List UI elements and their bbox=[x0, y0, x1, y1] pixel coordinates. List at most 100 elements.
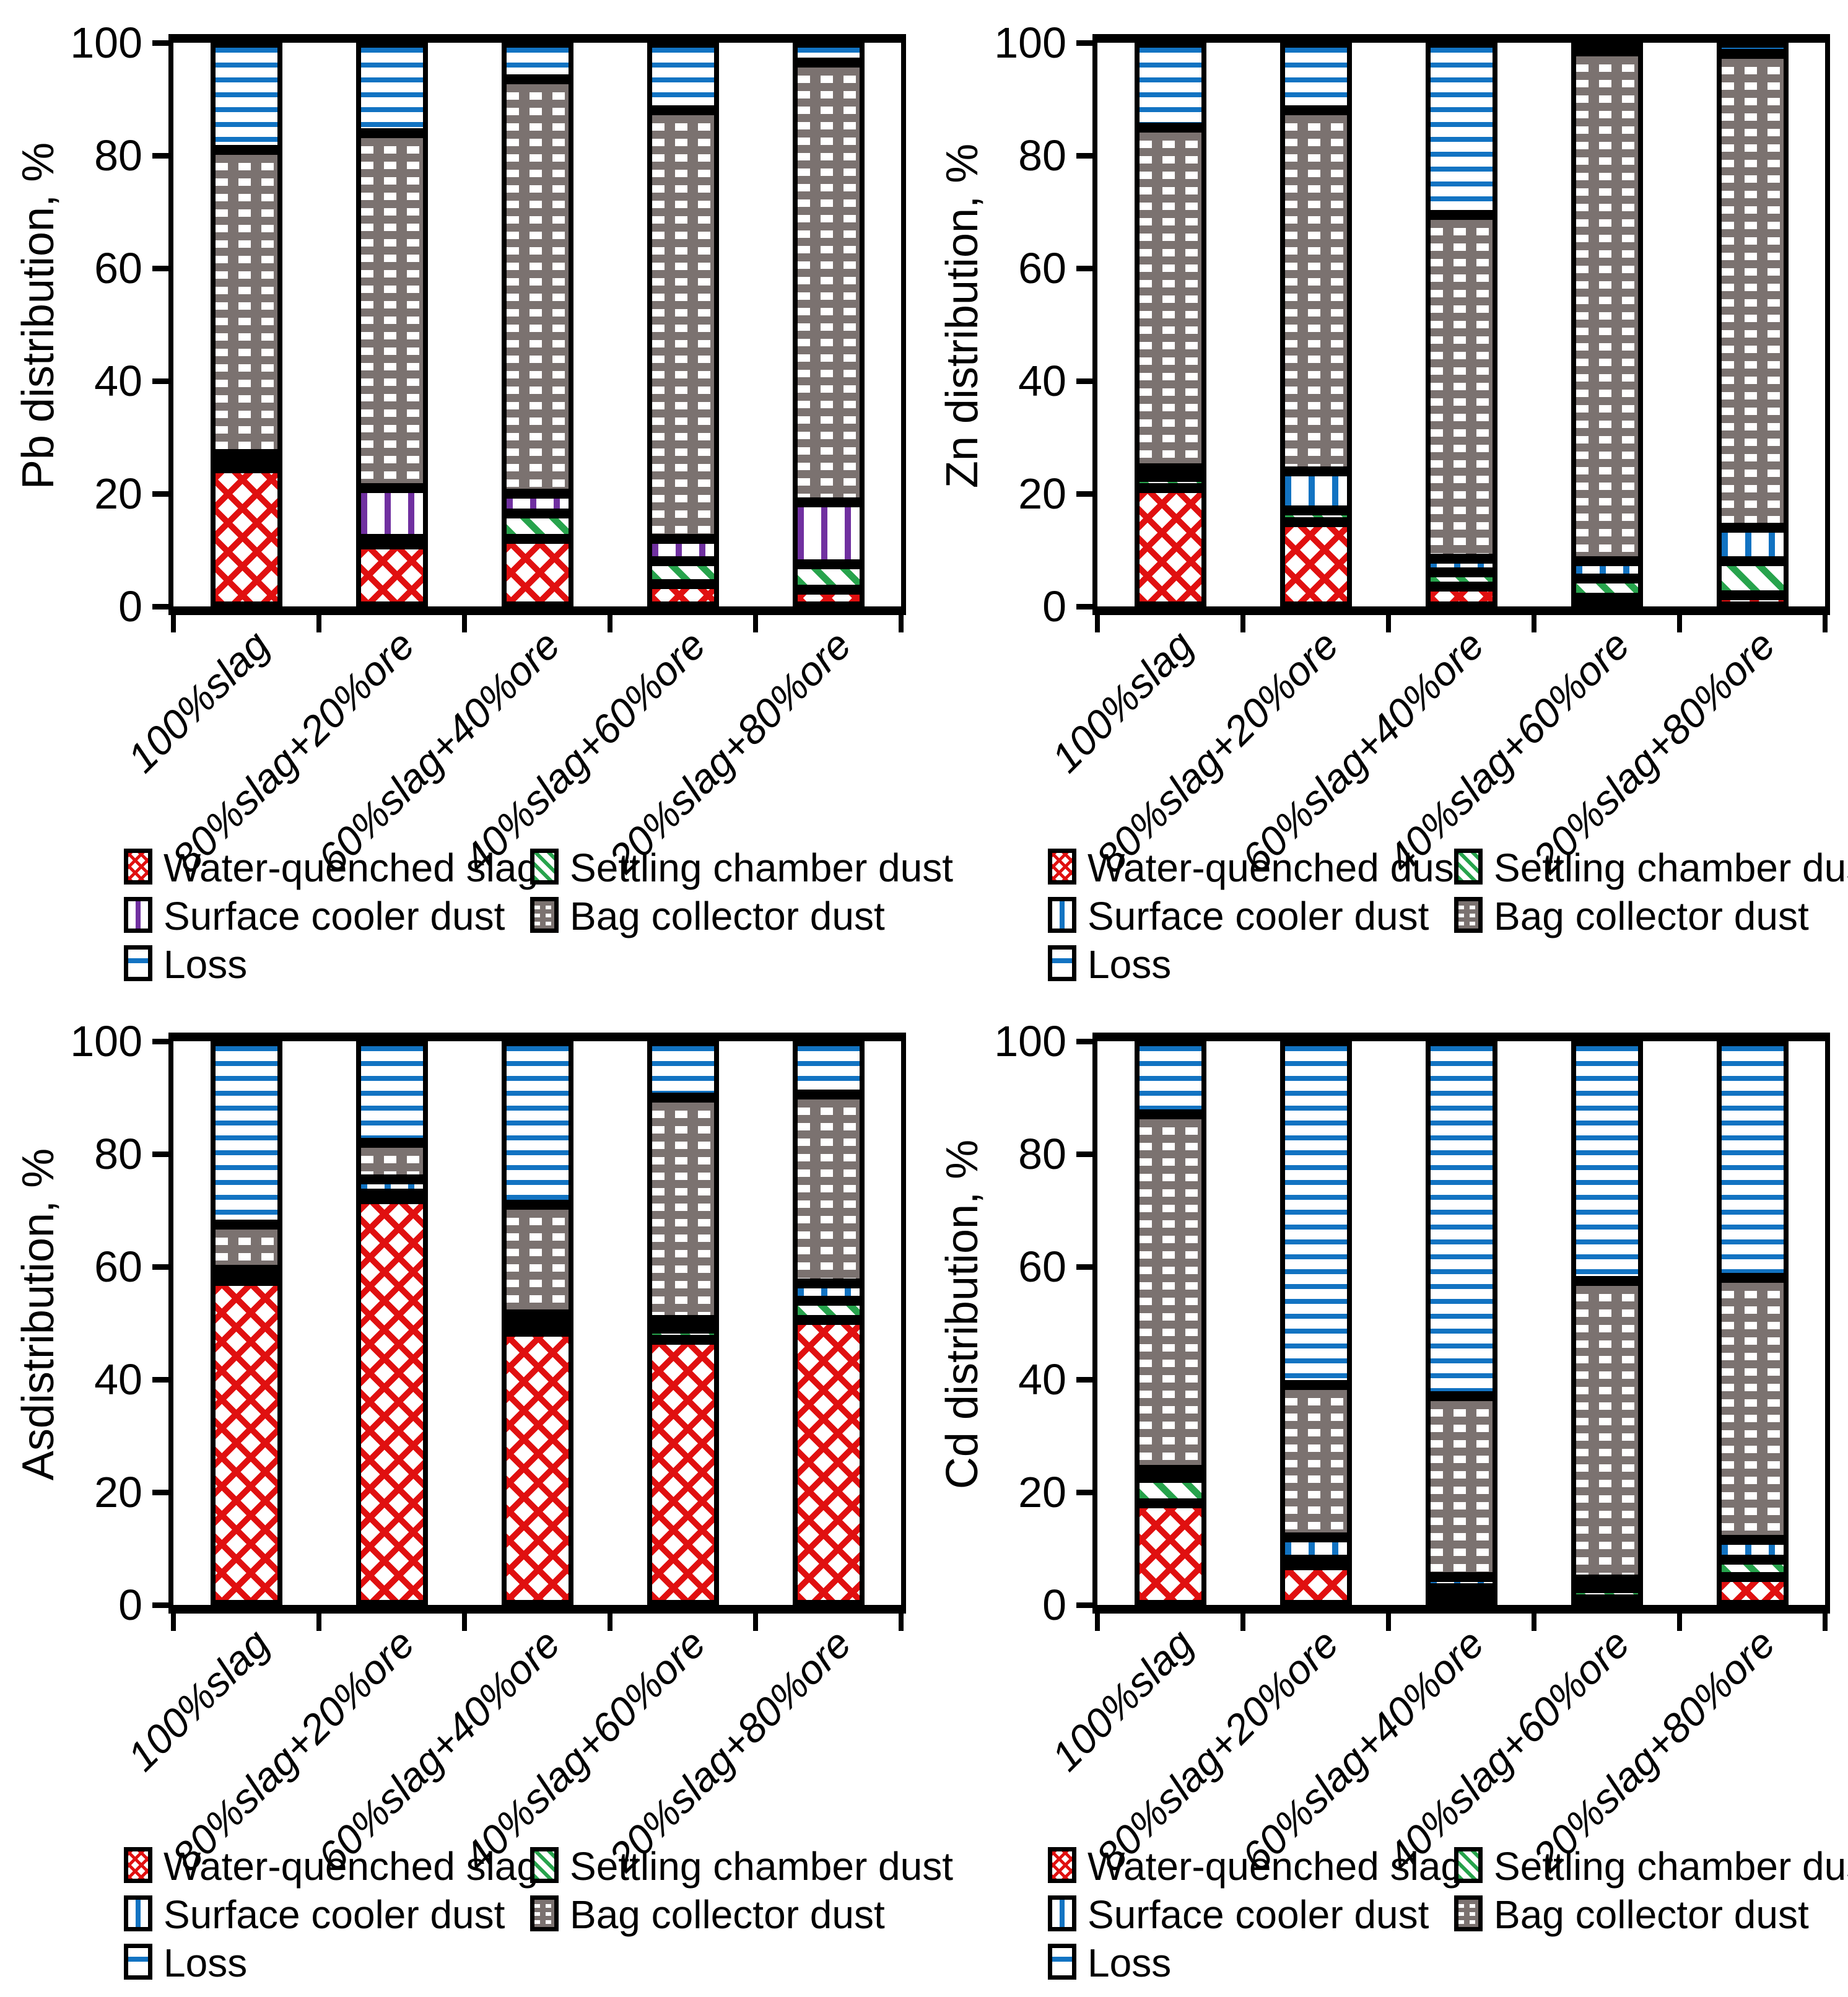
bar-segment-loss bbox=[1279, 1041, 1352, 1386]
stacked-bar bbox=[355, 1041, 428, 1605]
plot-area bbox=[1092, 1033, 1830, 1614]
y-tick-label: 20 bbox=[1018, 470, 1066, 518]
bar-segment-water bbox=[210, 468, 282, 606]
bar-segment-surface bbox=[647, 538, 719, 562]
bar-segment-settling bbox=[1425, 572, 1497, 587]
y-tick-label: 0 bbox=[1042, 1581, 1066, 1629]
x-category-label: 20%slag+80%ore bbox=[599, 1620, 860, 1881]
legend-label: Loss bbox=[163, 1941, 248, 1985]
x-tick-mark bbox=[1240, 1614, 1245, 1631]
bar-segment-water bbox=[1279, 1565, 1352, 1605]
bar-segment-surface bbox=[1571, 561, 1643, 579]
y-tick-label: 100 bbox=[994, 1017, 1066, 1065]
stacked-bar bbox=[501, 43, 573, 606]
x-tick-mark bbox=[1823, 615, 1828, 632]
bar-segment-surface bbox=[210, 452, 282, 463]
y-tick-mark bbox=[152, 604, 168, 610]
bar-segment-settling bbox=[647, 561, 719, 584]
bar-segment-loss bbox=[501, 43, 573, 80]
x-category-label: 80%slag+20%ore bbox=[163, 1620, 424, 1881]
bar-segment-bag bbox=[792, 62, 865, 502]
y-tick-label: 60 bbox=[1018, 1243, 1066, 1291]
bar-segment-surface bbox=[792, 502, 865, 564]
x-category-label: 100%slag bbox=[1042, 1620, 1202, 1780]
y-tick-label: 80 bbox=[1018, 1130, 1066, 1178]
bar-segment-surface bbox=[355, 487, 428, 539]
x-tick-mark bbox=[899, 1614, 904, 1631]
y-tick-label: 40 bbox=[1018, 357, 1066, 405]
bar-segment-surface bbox=[1425, 1576, 1497, 1588]
plot-area bbox=[168, 34, 906, 615]
bar-segment-loss bbox=[792, 43, 865, 63]
stacked-bar bbox=[355, 43, 428, 606]
bar-segment-settling bbox=[1134, 1478, 1206, 1504]
x-tick-mark bbox=[316, 1614, 321, 1631]
legend-label: Water-quenched slag bbox=[163, 1844, 539, 1889]
legend-swatch-loss-icon bbox=[1048, 1944, 1076, 1980]
bar-segment-surface bbox=[501, 494, 573, 513]
legend-swatch-settling-icon bbox=[1454, 1847, 1483, 1883]
x-tick-mark bbox=[608, 1614, 612, 1631]
bar-segment-water bbox=[501, 538, 573, 606]
bar-segment-loss bbox=[647, 1041, 719, 1098]
y-tick-label: 60 bbox=[94, 1243, 142, 1291]
bar-segment-bag bbox=[210, 1224, 282, 1270]
x-tick-mark bbox=[462, 615, 467, 632]
bar-segment-bag bbox=[792, 1095, 865, 1284]
stacked-bar bbox=[1279, 1041, 1352, 1605]
y-tick-mark bbox=[1076, 1039, 1092, 1044]
x-tick-mark bbox=[753, 1614, 758, 1631]
bar-segment-bag bbox=[1571, 51, 1643, 562]
bar-segment-loss bbox=[1571, 41, 1643, 51]
y-tick-label: 100 bbox=[70, 19, 142, 67]
legend-label: Bag collector dust bbox=[570, 894, 885, 938]
bar-segment-settling bbox=[1571, 1588, 1643, 1599]
bar-segment-water bbox=[647, 1340, 719, 1605]
x-tick-mark bbox=[462, 1614, 467, 1631]
x-category-label: 80%slag+20%ore bbox=[163, 621, 424, 882]
bar-segment-loss bbox=[355, 1041, 428, 1143]
x-tick-mark bbox=[1532, 615, 1536, 632]
plot-area bbox=[168, 1033, 906, 1614]
legend-swatch-water-icon bbox=[124, 849, 152, 885]
bar-segment-bag bbox=[210, 149, 282, 455]
legend-label: Water-quenched slag bbox=[163, 846, 539, 890]
bar-segment-settling bbox=[1571, 578, 1643, 598]
legend-label: Loss bbox=[1087, 942, 1172, 987]
x-category-label: 100%slag bbox=[118, 1620, 278, 1780]
x-category-label: 60%slag+40%ore bbox=[308, 1620, 569, 1881]
y-tick-mark bbox=[1076, 266, 1092, 271]
y-tick-mark bbox=[152, 378, 168, 384]
legend-label: Surface cooler dust bbox=[163, 1892, 505, 1937]
legend-label: Settling chamber dust bbox=[1494, 1844, 1848, 1889]
y-tick-label: 60 bbox=[1018, 244, 1066, 292]
x-category-label: 60%slag+40%ore bbox=[1232, 621, 1493, 882]
legend-swatch-water-icon bbox=[1048, 1847, 1076, 1883]
stacked-bar bbox=[210, 43, 282, 606]
stacked-bar bbox=[210, 1041, 282, 1605]
y-tick-label: 100 bbox=[70, 1017, 142, 1065]
stacked-bar bbox=[1571, 41, 1643, 606]
bar-segment-water bbox=[1716, 1576, 1789, 1605]
stacked-bar bbox=[647, 1041, 719, 1605]
bar-segment-surface bbox=[355, 1179, 428, 1194]
y-tick-mark bbox=[1076, 153, 1092, 159]
x-tick-mark bbox=[1677, 1614, 1682, 1631]
bar-segment-water bbox=[1134, 487, 1206, 606]
x-tick-mark bbox=[1240, 615, 1245, 632]
bar-segment-surface bbox=[1279, 471, 1352, 511]
x-category-label: 20%slag+80%ore bbox=[1523, 1620, 1784, 1881]
x-category-label: 40%slag+60%ore bbox=[454, 621, 715, 882]
x-category-label: 60%slag+40%ore bbox=[1232, 1620, 1493, 1881]
bar-segment-bag bbox=[355, 133, 428, 488]
bar-segment-loss bbox=[210, 43, 282, 150]
bar-segment-bag bbox=[1716, 54, 1789, 528]
y-tick-mark bbox=[1076, 491, 1092, 497]
bar-segment-settling bbox=[647, 1329, 719, 1340]
bar-segment-settling bbox=[1279, 510, 1352, 522]
y-tick-mark bbox=[1076, 604, 1092, 610]
y-tick-label: 80 bbox=[1018, 131, 1066, 180]
stacked-bar bbox=[1134, 43, 1206, 606]
x-tick-mark bbox=[171, 615, 176, 632]
bar-segment-water bbox=[1716, 595, 1789, 606]
